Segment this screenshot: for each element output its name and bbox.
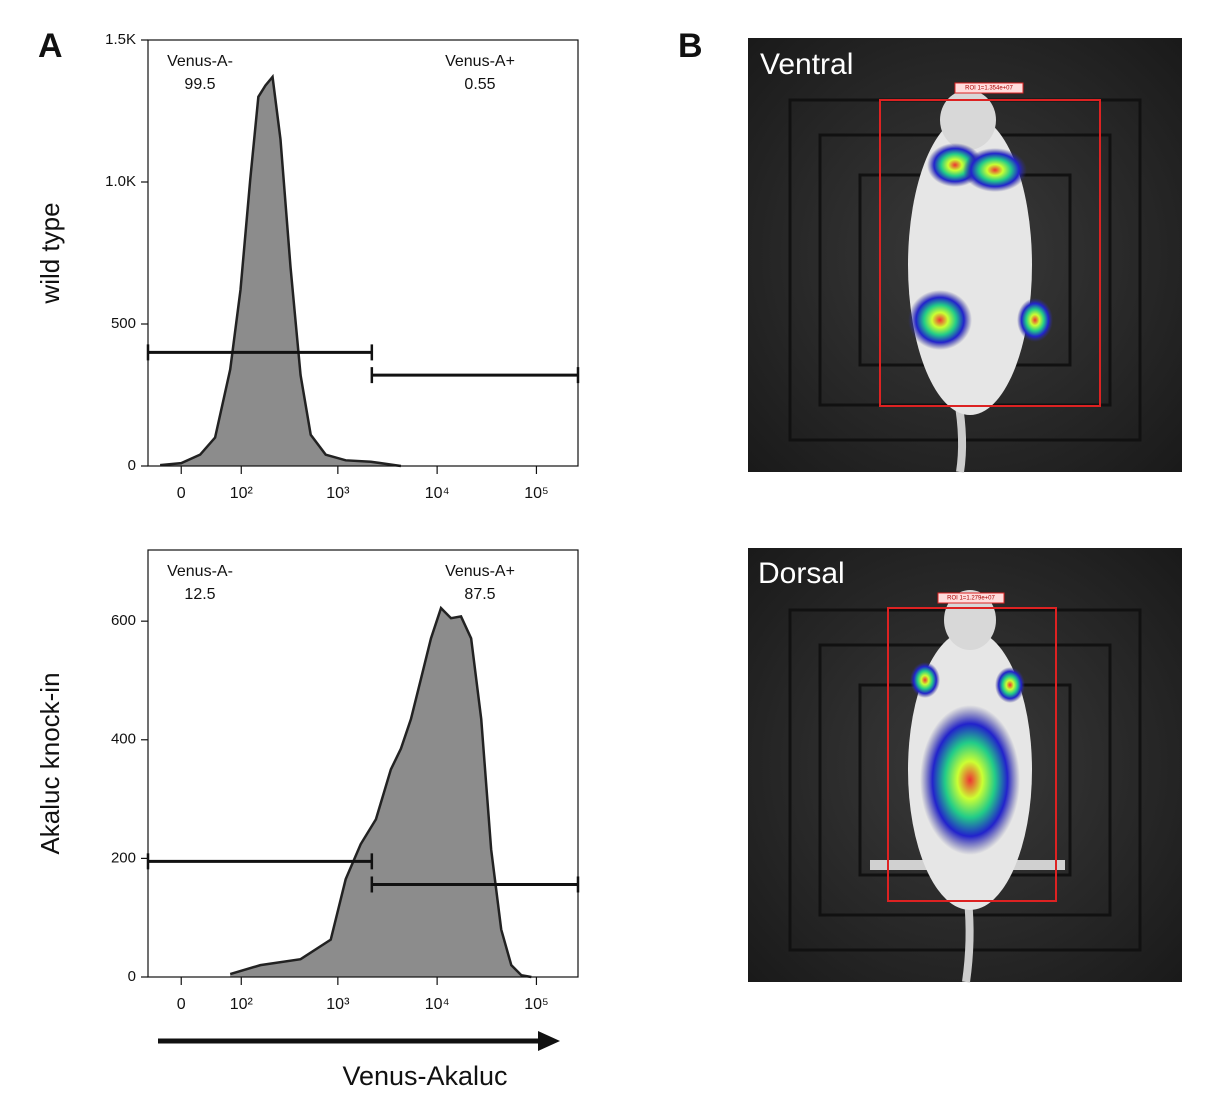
roi-label: ROI 1=1.354e+07: [965, 86, 1013, 92]
roi-label: ROI 1=1.279e+07: [947, 596, 995, 602]
x-tick-label: 10⁵: [524, 996, 548, 1013]
gate-value: 87.5: [464, 586, 495, 603]
gate-name: Venus-A+: [445, 563, 515, 580]
y-tick-label: 500: [111, 315, 136, 332]
panel-letter: B: [678, 27, 703, 65]
x-tick-label: 10²: [230, 485, 254, 502]
histogram-outline: [159, 73, 402, 468]
axis-arrow-head: [538, 1031, 560, 1051]
y-tick-label: 400: [111, 731, 136, 748]
y-tick-label: 0: [128, 457, 136, 474]
dorsal-image: ROI 1=1.279e+07 Dorsal: [748, 548, 1182, 983]
x-axis-title: Venus-Akaluc: [342, 1061, 507, 1091]
y-tick-label: 600: [111, 612, 136, 629]
x-tick-label: 10³: [326, 996, 350, 1013]
panel-letter: A: [38, 27, 63, 65]
x-tick-label: 10⁴: [425, 485, 450, 502]
plot-frame: [147, 549, 579, 978]
gate-name: Venus-A-: [167, 53, 233, 70]
y-tick-label: 1.5K: [105, 31, 136, 48]
plot-frame: [147, 39, 579, 467]
x-tick-label: 0: [177, 996, 186, 1013]
histogram-area: [160, 76, 401, 467]
gate-value: 12.5: [184, 586, 215, 603]
y-tick-label: 200: [111, 849, 136, 866]
y-axis-title: wild type: [35, 202, 65, 304]
x-tick-label: 0: [177, 485, 186, 502]
image-label: Ventral: [760, 48, 853, 81]
x-tick-label: 10⁵: [524, 485, 548, 502]
x-tick-label: 10³: [326, 485, 350, 502]
x-tick-label: 10⁴: [425, 996, 450, 1013]
y-tick-label: 0: [128, 968, 136, 985]
histogram-outline: [229, 605, 532, 979]
gate-value: 0.55: [464, 76, 495, 93]
gate-name: Venus-A-: [167, 563, 233, 580]
y-tick-label: 1.0K: [105, 173, 136, 190]
gate-value: 99.5: [184, 76, 215, 93]
y-axis-title: Akaluc knock-in: [35, 672, 65, 854]
gate-name: Venus-A+: [445, 53, 515, 70]
x-tick-label: 10²: [230, 996, 254, 1013]
ventral-image: ROI 1=1.354e+07 Ventral: [748, 38, 1182, 473]
image-label: Dorsal: [758, 557, 845, 590]
